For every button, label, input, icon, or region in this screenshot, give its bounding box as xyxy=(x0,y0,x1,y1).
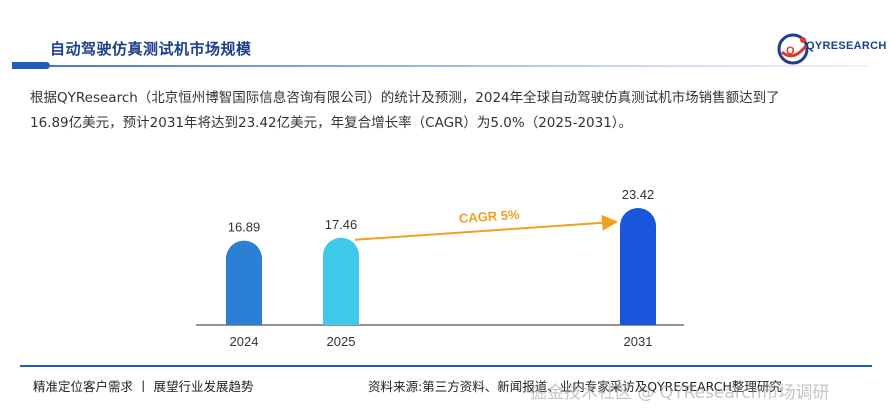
logo-globe-icon: Q xyxy=(777,33,809,65)
qyresearch-logo: Q QYRESEARCH xyxy=(776,28,886,68)
description-line-1: 根据QYResearch（北京恒州博智国际信息咨询有限公司）的统计及预测，202… xyxy=(30,90,780,106)
category-label-2031: 2031 xyxy=(624,334,653,349)
value-label-2031: 23.42 xyxy=(622,187,655,202)
footer-divider xyxy=(20,365,872,367)
page-title: 自动驾驶仿真测试机市场规模 xyxy=(50,40,252,58)
svg-text:Q: Q xyxy=(786,45,795,57)
category-label-2025: 2025 xyxy=(327,334,356,349)
value-label-2024: 16.89 xyxy=(228,220,261,235)
cagr-annotation: CAGR 5% xyxy=(458,207,520,226)
description-line-2: 16.89亿美元，预计2031年将达到23.42亿美元，年复合增长率（CAGR）… xyxy=(30,115,633,131)
bar-2031 xyxy=(620,208,656,325)
report-card xyxy=(8,22,876,402)
bar-2025 xyxy=(323,237,359,325)
footer-source: 资料来源:第三方资料、新闻报道、业内专家采访及QYRESEARCH整理研究 xyxy=(368,379,782,394)
category-label-2024: 2024 xyxy=(230,334,259,349)
watermark: 掘金技术社区 @ QYResearch市场调研 xyxy=(530,383,830,403)
value-label-2025: 17.46 xyxy=(325,217,358,232)
header-accent-bar xyxy=(12,62,50,69)
logo-wordmark: QYRESEARCH xyxy=(806,40,887,52)
cagr-arrow xyxy=(354,214,618,241)
footer-slogan: 精准定位客户需求 丨 展望行业发展趋势 xyxy=(33,379,254,394)
header-divider xyxy=(50,65,870,67)
bar-2024 xyxy=(226,240,262,325)
description: 根据QYResearch（北京恒州博智国际信息咨询有限公司）的统计及预测，202… xyxy=(30,86,850,136)
